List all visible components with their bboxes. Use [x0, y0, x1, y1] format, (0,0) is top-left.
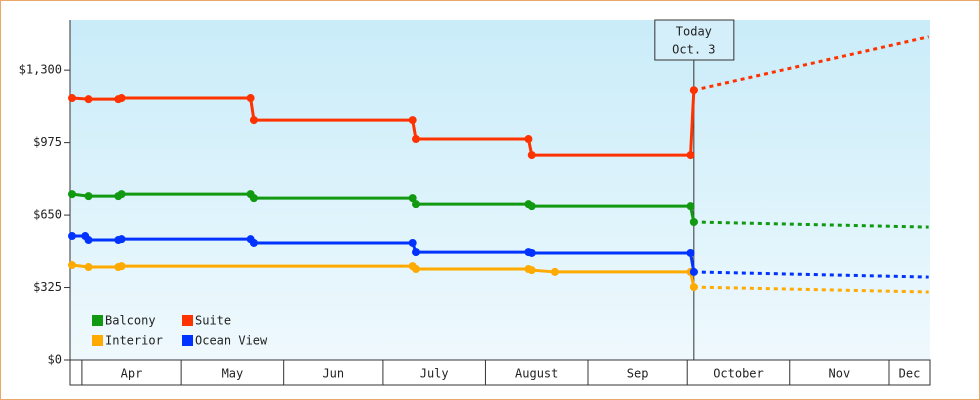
point: [411, 265, 420, 274]
legend-swatch: [182, 315, 193, 326]
y-tick-label: $0: [48, 353, 62, 367]
point: [689, 267, 698, 276]
legend-label: Interior: [105, 334, 163, 348]
point: [408, 238, 417, 247]
point: [524, 135, 533, 144]
point: [67, 261, 76, 270]
legend-label: Suite: [195, 314, 231, 328]
forecast-line: [693, 220, 929, 229]
point: [249, 116, 258, 125]
point: [117, 235, 126, 244]
x-tick-label: August: [515, 367, 558, 381]
point: [550, 267, 559, 276]
point: [249, 238, 258, 247]
point: [408, 194, 417, 203]
today-label: Oct. 3: [672, 43, 715, 57]
point: [527, 151, 536, 160]
legend-label: Balcony: [105, 314, 156, 328]
x-tick-label: Jun: [322, 367, 344, 381]
forecast-line: [693, 35, 930, 92]
point: [411, 135, 420, 144]
x-tick-label: Apr: [121, 367, 143, 381]
point: [686, 248, 695, 257]
point: [84, 95, 93, 104]
x-tick-label: Nov: [829, 367, 851, 381]
today-box: [654, 19, 735, 61]
forecast-line: [693, 270, 929, 279]
point: [686, 151, 695, 160]
x-tick-label: July: [420, 367, 449, 381]
series-line: [71, 90, 696, 157]
legend-label: Ocean View: [195, 334, 268, 348]
plot-area: [70, 20, 930, 360]
point: [689, 86, 698, 95]
x-tick-label: Sep: [627, 367, 649, 381]
point: [246, 94, 255, 103]
x-tick-label: Dec: [899, 367, 921, 381]
y-tick-label: $1,300: [19, 63, 62, 77]
point: [67, 190, 76, 199]
point: [686, 202, 695, 211]
point: [689, 217, 698, 226]
point: [84, 236, 93, 245]
point: [117, 94, 126, 103]
point: [117, 262, 126, 271]
point: [527, 248, 536, 257]
y-tick-label: $650: [33, 208, 62, 222]
point: [527, 266, 536, 275]
y-tick-label: $975: [33, 135, 62, 149]
point: [689, 283, 698, 292]
point: [411, 200, 420, 209]
series-line: [71, 192, 696, 223]
x-tick-label: October: [713, 367, 764, 381]
forecast-line: [693, 285, 929, 294]
point: [117, 190, 126, 199]
point: [84, 263, 93, 272]
point: [411, 248, 420, 257]
point: [408, 116, 417, 125]
point: [67, 94, 76, 103]
point: [249, 194, 258, 203]
legend-swatch: [92, 315, 103, 326]
point: [527, 202, 536, 211]
x-tick-label: May: [222, 367, 244, 381]
y-tick-label: $325: [33, 280, 62, 294]
point: [67, 232, 76, 241]
legend-swatch: [182, 335, 193, 346]
x-axis-band: [69, 359, 931, 386]
today-label: Today: [676, 25, 712, 39]
point: [84, 192, 93, 201]
legend-swatch: [92, 335, 103, 346]
